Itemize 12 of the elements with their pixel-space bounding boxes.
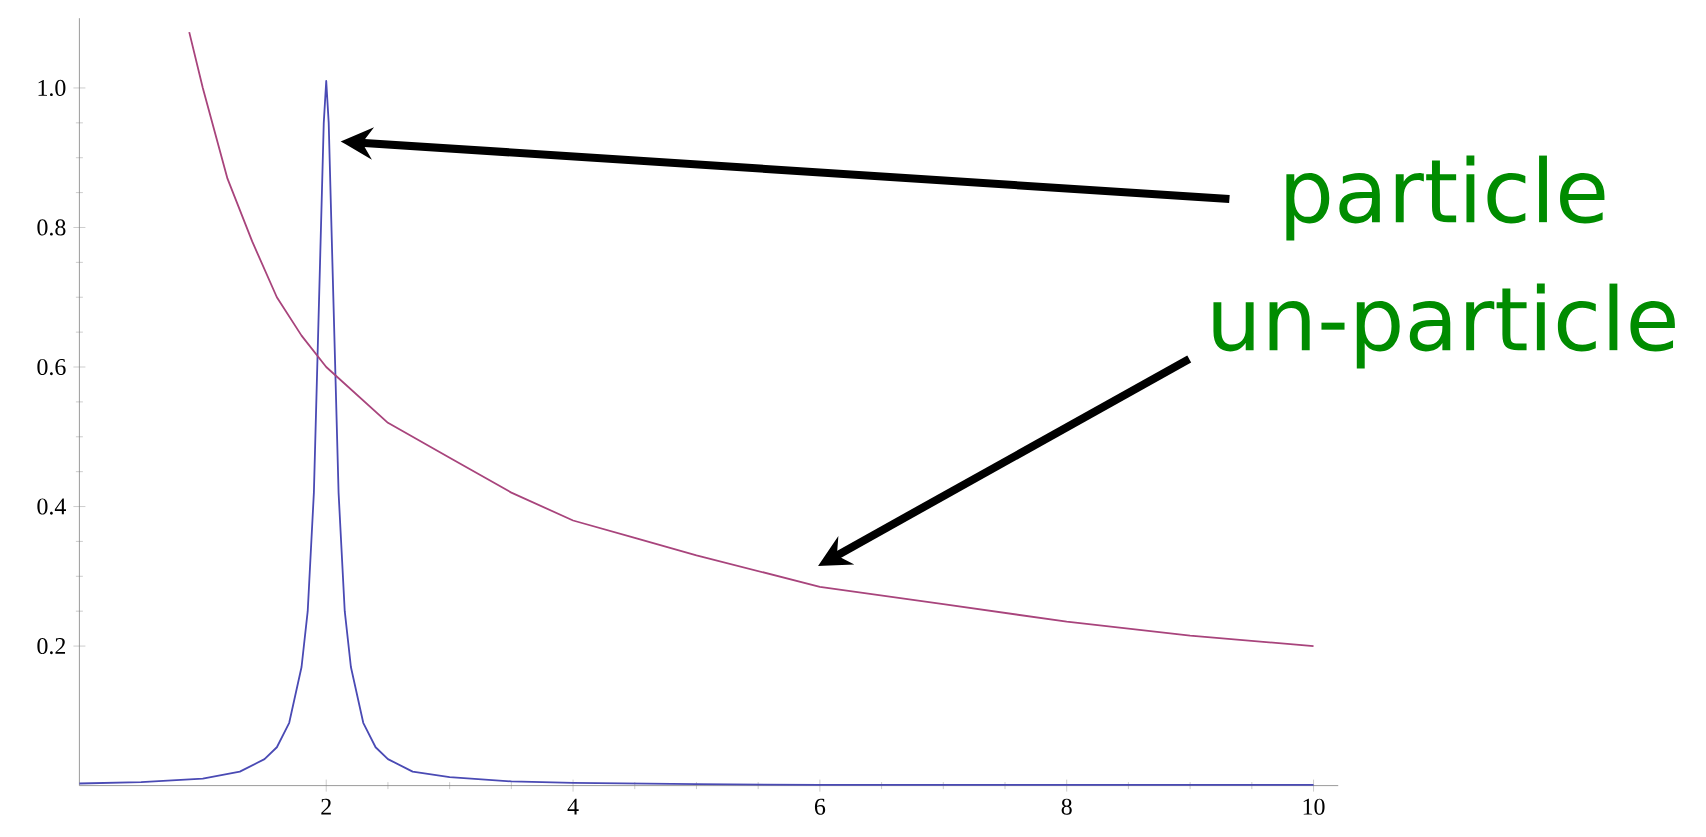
y-tick-label: 0.2 xyxy=(37,637,66,655)
x-tick-label: 2 xyxy=(321,798,331,815)
y-tick-label: 0.8 xyxy=(37,219,66,236)
annotation: particle xyxy=(1286,155,1605,241)
y-tick-label: 0.4 xyxy=(37,498,66,515)
y-tick-label: 0.6 xyxy=(37,358,66,376)
x-tick-label: 10 xyxy=(1303,798,1325,815)
x-tick-label: 4 xyxy=(567,798,579,815)
x-tick-label: 8 xyxy=(1061,798,1072,815)
x-tick-label: 6 xyxy=(814,798,826,815)
annotation: un-particle xyxy=(1213,283,1675,369)
y-tick-label: 1.0 xyxy=(38,79,66,97)
